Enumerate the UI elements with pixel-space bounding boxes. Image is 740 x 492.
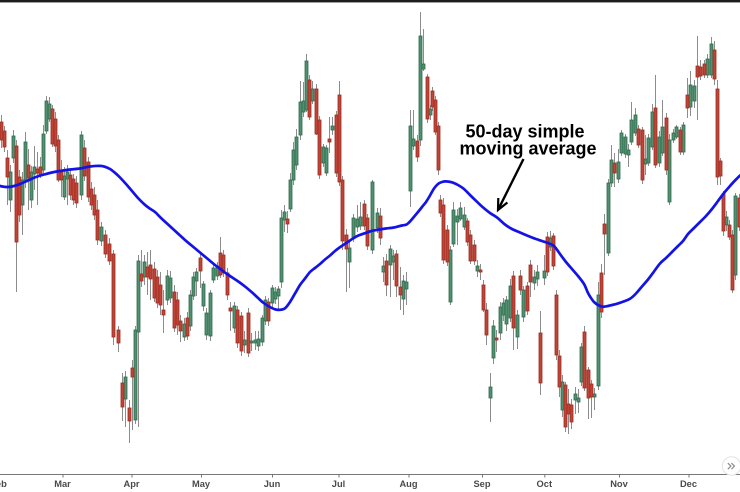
svg-text:moving average: moving average	[459, 139, 596, 159]
svg-text:50-day simple: 50-day simple	[465, 122, 584, 142]
svg-text:Aug: Aug	[399, 479, 417, 489]
svg-text:May: May	[192, 479, 211, 489]
svg-text:Sep: Sep	[473, 479, 490, 489]
svg-text:Apr: Apr	[123, 479, 139, 489]
svg-text:Mar: Mar	[54, 479, 71, 489]
svg-text:Oct: Oct	[537, 479, 553, 489]
svg-text:Jun: Jun	[264, 479, 281, 489]
svg-text:Jul: Jul	[332, 479, 345, 489]
svg-text:Dec: Dec	[680, 479, 697, 489]
svg-text:Feb: Feb	[0, 479, 7, 489]
svg-text:Nov: Nov	[610, 479, 628, 489]
